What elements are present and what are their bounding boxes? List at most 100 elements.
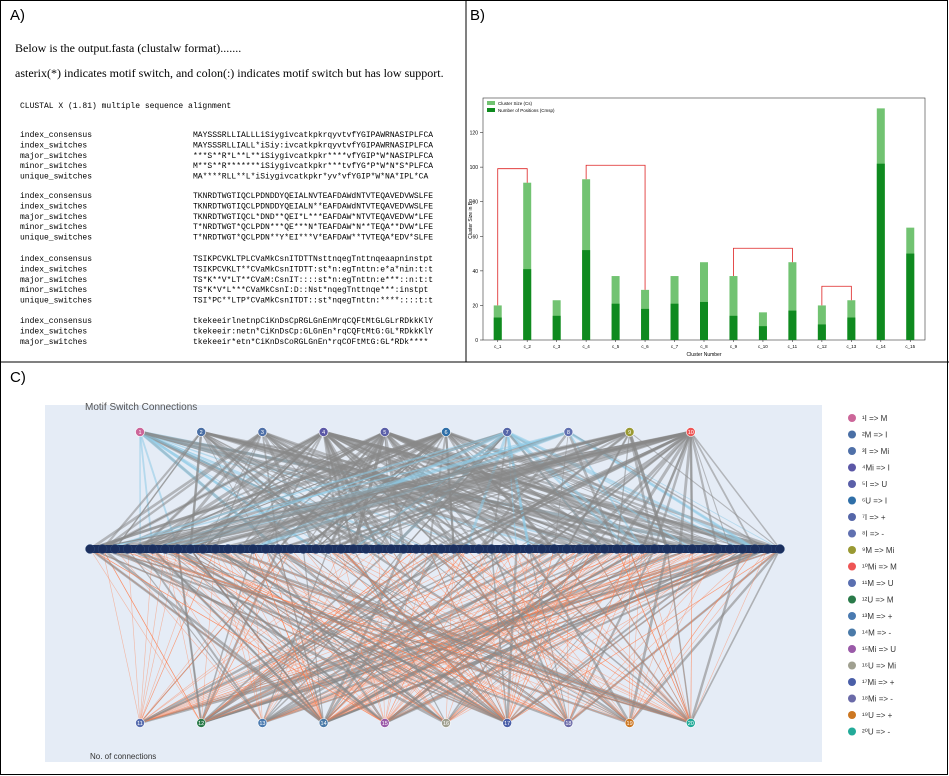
middle-node	[725, 544, 735, 554]
sequence-name: index_consensus	[20, 255, 92, 264]
edge	[102, 548, 202, 724]
legend-label: ¹⁸Mi => -	[862, 695, 893, 704]
edge	[591, 548, 692, 724]
legend-marker	[848, 579, 856, 587]
alignment-header: CLUSTAL X (1.81) multiple sequence align…	[20, 102, 231, 111]
edge	[165, 431, 691, 550]
legend-marker	[848, 513, 856, 521]
edge	[384, 548, 655, 724]
edge	[690, 548, 781, 724]
edge	[629, 548, 692, 724]
edge	[365, 548, 508, 724]
edge	[89, 548, 508, 724]
edge	[445, 548, 693, 724]
edge	[215, 548, 447, 724]
middle-node	[587, 544, 597, 554]
legend-label: ¹⁴M => -	[862, 629, 892, 638]
middle-node	[561, 544, 572, 554]
legend-label: ¹⁷Mi => +	[862, 678, 895, 687]
edge	[690, 431, 756, 550]
node-label: 16	[443, 721, 449, 727]
edge	[384, 548, 593, 724]
bar	[729, 276, 738, 340]
edge	[616, 548, 692, 724]
middle-node	[373, 544, 384, 554]
panel-label: B)	[470, 7, 485, 24]
node-label: 4	[322, 430, 325, 436]
middle-node	[311, 544, 321, 554]
node	[563, 427, 574, 437]
x-tick-label: c_12	[817, 344, 827, 349]
x-tick-label: c_11	[788, 344, 798, 349]
x-tick-label: c_4	[583, 344, 591, 349]
node	[379, 427, 390, 437]
node-label: 9	[628, 430, 631, 436]
legend-marker	[848, 546, 856, 554]
sequence-name: index_consensus	[20, 192, 92, 201]
sequence: T*NRDTWGT*QCLPDN***QE***N*TEAFDAW*N**TEQ…	[193, 223, 433, 232]
legend-marker	[848, 463, 856, 472]
bar	[729, 315, 738, 340]
legend-label: ¹⁹U => +	[862, 711, 893, 720]
edge	[277, 430, 692, 551]
sequence: ***S**R*L**L**iSiygivcatkpkr****vfYGIP*W…	[193, 152, 433, 161]
sequence: TKNRDTWGTIQCL*DND**QEI*L***EAFDAW*NTVTEQ…	[193, 213, 433, 222]
edge	[516, 548, 692, 724]
middle-node	[474, 544, 484, 554]
node-label: 17	[504, 721, 510, 727]
legend-marker	[848, 480, 856, 488]
middle-node	[524, 544, 534, 554]
legend-marker	[848, 414, 856, 422]
edge	[666, 548, 692, 724]
edge	[303, 431, 692, 550]
middle-node	[135, 544, 145, 554]
middle-node	[461, 544, 472, 554]
edge	[378, 548, 691, 724]
middle-node	[624, 544, 635, 554]
middle-node	[122, 544, 133, 554]
sequence: TKNRDTWGTIQCLPDNDDYQEIALN**EAFDAWdNTVTEQ…	[193, 202, 433, 211]
edge	[202, 548, 569, 724]
bar	[700, 301, 708, 340]
edge	[440, 430, 692, 551]
middle-node	[536, 544, 547, 554]
legend-label: ²⁰U => -	[862, 728, 890, 737]
node-label: 10	[688, 430, 694, 436]
edge	[102, 431, 508, 550]
edge	[689, 548, 744, 724]
middle-node	[637, 544, 647, 554]
node	[624, 718, 635, 728]
node	[624, 427, 635, 437]
edge	[690, 548, 693, 724]
edge	[453, 548, 691, 724]
middle-node	[361, 544, 371, 554]
y-tick-label: 120	[470, 131, 479, 137]
sequence-name: index_switches	[20, 202, 87, 211]
bar	[523, 182, 532, 340]
middle-node	[97, 544, 108, 554]
sequence: tkekeeirlnetnpCiKnDsCpRGLGnEnMrqCQFtMtGL…	[193, 317, 433, 326]
edge	[629, 548, 768, 724]
edge	[152, 548, 691, 724]
middle-node	[348, 544, 359, 554]
sequence: TS*K**V*LT**CVaM:CsnIT::::st*n:egTnttn:e…	[193, 276, 433, 285]
node	[135, 718, 145, 728]
node	[441, 427, 451, 437]
edge	[139, 548, 379, 724]
legend-label: ⁷I => +	[862, 513, 886, 522]
edge	[127, 548, 508, 724]
sequence: TS*K*V*L***CVaMkCsnI:D::Nst*nqegTnttnqe*…	[193, 286, 428, 295]
x-axis-label: Cluster Number	[686, 352, 721, 358]
sequence: T*NRDTWGT*QCLPDN**Y*EI***V*EAFDAW**TVTEQ…	[193, 234, 433, 243]
node	[563, 718, 574, 728]
sequence-name: unique_switches	[20, 173, 92, 182]
bar	[906, 253, 915, 340]
node	[502, 718, 513, 728]
middle-node	[612, 544, 622, 554]
node-label: 8	[567, 430, 570, 436]
bar	[582, 250, 591, 340]
sequence: TSIKPCVKLTPLCVaMkCsnITDTTNsttnqegTnttnqe…	[193, 255, 433, 264]
legend-marker	[848, 645, 856, 653]
x-tick-label: c_6	[641, 344, 649, 349]
legend-marker	[848, 529, 856, 538]
